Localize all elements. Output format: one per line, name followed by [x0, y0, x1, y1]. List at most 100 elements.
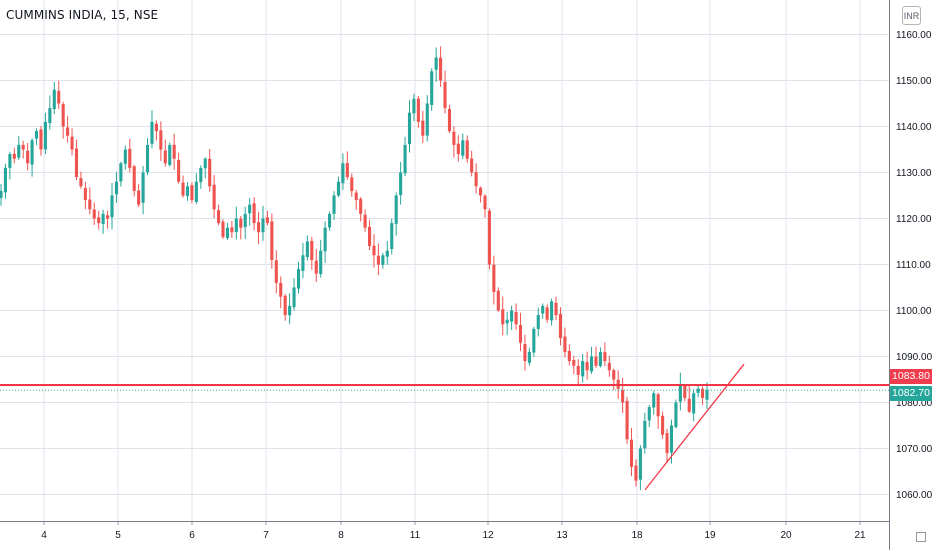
candle	[88, 187, 92, 215]
candle	[305, 235, 309, 261]
candle	[199, 165, 203, 189]
candle	[141, 165, 145, 215]
candle	[625, 396, 629, 445]
candle-body	[110, 195, 114, 218]
candle-body	[367, 226, 372, 247]
candle-body	[208, 158, 212, 187]
y-tick-label: 1060.00	[896, 490, 932, 501]
candle	[576, 359, 580, 387]
candle-body	[234, 218, 238, 233]
candle	[119, 161, 123, 187]
candle-body	[656, 394, 660, 417]
candle	[363, 209, 367, 232]
candle	[536, 307, 540, 337]
candle	[310, 236, 314, 270]
candle-body	[283, 295, 287, 316]
candle-body	[505, 319, 509, 324]
candle-body	[381, 255, 385, 265]
candle	[483, 194, 487, 218]
candle	[652, 390, 656, 415]
candle-body	[106, 215, 110, 219]
candle-body	[301, 255, 305, 271]
candle	[581, 354, 585, 383]
candle	[296, 261, 301, 294]
candle-body	[0, 190, 3, 198]
candle	[106, 210, 110, 229]
candle	[194, 173, 198, 205]
candle	[456, 135, 460, 162]
candle-body	[541, 305, 545, 314]
candle-body	[478, 187, 483, 196]
candle-body	[661, 415, 665, 435]
candle	[683, 384, 687, 402]
candle-body	[181, 182, 185, 196]
candle	[696, 385, 700, 398]
candle-body	[163, 150, 167, 164]
candle-body	[17, 144, 21, 158]
candle	[474, 163, 478, 194]
y-tick-label: 1130.00	[896, 168, 932, 179]
candle-body	[412, 98, 416, 114]
candle	[132, 164, 136, 197]
candle-body	[21, 144, 25, 150]
axis-settings-corner[interactable]	[889, 522, 932, 550]
candle-body	[119, 163, 123, 182]
candle-body	[705, 390, 709, 400]
candle	[545, 304, 549, 323]
candle-body	[79, 178, 83, 187]
candle	[372, 234, 376, 268]
candle-body	[243, 213, 247, 228]
candle-body	[221, 221, 225, 237]
candle	[57, 80, 61, 109]
square-icon	[916, 532, 926, 542]
candle-body	[665, 433, 669, 454]
candle-body	[487, 210, 491, 265]
x-tick-label: 4	[41, 530, 47, 541]
candle-body	[359, 198, 363, 214]
candle-body	[225, 227, 230, 239]
candle	[150, 110, 154, 149]
y-tick-label: 1070.00	[896, 444, 932, 455]
candle	[225, 222, 230, 240]
x-tick-label: 5	[115, 530, 121, 541]
candle	[243, 206, 247, 239]
candle	[376, 243, 380, 276]
candle-body	[97, 217, 101, 224]
candle	[674, 399, 678, 429]
candle-body	[194, 181, 198, 202]
candle-body	[265, 217, 269, 224]
candle-body	[92, 209, 96, 219]
candle-body	[199, 167, 203, 183]
candle	[416, 95, 420, 128]
candle-body	[399, 172, 403, 196]
candle	[252, 197, 256, 231]
candle-body	[101, 213, 105, 224]
candle	[154, 120, 158, 141]
candle	[603, 342, 607, 367]
candle	[168, 142, 172, 167]
currency-button[interactable]: INR	[902, 6, 921, 25]
candle	[48, 95, 52, 130]
candle	[612, 368, 616, 390]
candle-body	[581, 361, 585, 377]
candle-body	[185, 186, 190, 197]
x-tick-label: 6	[189, 530, 195, 541]
candle-body	[252, 203, 256, 224]
candle-body	[603, 352, 607, 362]
candle-body	[168, 144, 172, 166]
candle	[3, 163, 7, 199]
candle-body	[248, 204, 252, 214]
candle	[514, 303, 518, 330]
candle-body	[527, 351, 531, 363]
candle-body	[203, 158, 207, 169]
last-price-label: 1082.70	[890, 386, 932, 401]
candle-body	[88, 199, 92, 210]
candle	[678, 372, 682, 411]
candle	[274, 250, 278, 294]
candle-body	[376, 255, 380, 265]
grid	[0, 0, 889, 521]
candle	[421, 110, 425, 144]
candle-body	[678, 384, 682, 402]
candle	[563, 327, 567, 358]
